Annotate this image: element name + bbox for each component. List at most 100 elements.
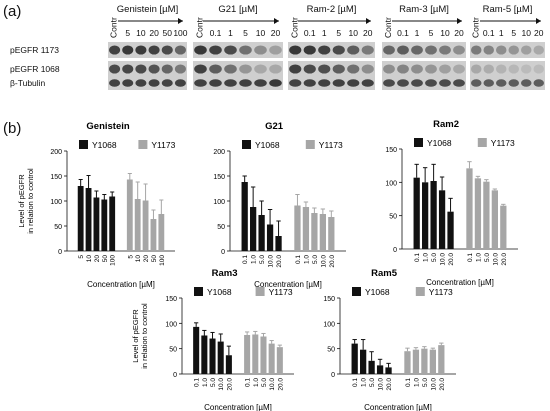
- blot-band: [533, 45, 544, 55]
- blot-band: [109, 45, 121, 55]
- blot-lane-label: Contr: [195, 17, 205, 38]
- x-tick-label: 20.0: [501, 253, 508, 266]
- x-tick-label: 100: [110, 255, 117, 266]
- blot-band: [533, 79, 544, 87]
- y-tick-label: 150: [385, 147, 397, 154]
- bar: [404, 351, 411, 374]
- blot-lane-label: 5: [336, 28, 341, 38]
- bar: [260, 336, 267, 374]
- blot-band: [397, 79, 409, 87]
- blot-band: [411, 64, 423, 74]
- bar: [421, 348, 428, 374]
- x-tick-label: 10.0: [430, 378, 437, 391]
- bar: [438, 190, 446, 249]
- blot-band: [347, 79, 360, 87]
- blot-band: [439, 64, 451, 74]
- panel-a-label: (a): [3, 3, 22, 20]
- x-tick-label: 20.0: [329, 255, 336, 268]
- blot-band: [439, 79, 451, 87]
- blot-lane-label: 10: [440, 28, 450, 38]
- blot-band: [496, 45, 507, 55]
- y-tick-label: 0: [221, 249, 225, 256]
- bar: [268, 343, 275, 374]
- bar: [209, 338, 216, 374]
- legend-label: Y1068: [92, 140, 117, 150]
- y-tick-label: 150: [165, 296, 177, 303]
- x-tick-label: 5: [78, 255, 85, 259]
- x-tick-label: 10.0: [378, 378, 385, 391]
- x-tick-label: 10.0: [269, 378, 276, 391]
- x-axis-label: Concentration [µM]: [254, 280, 322, 289]
- blot-band: [483, 45, 494, 55]
- chart-title: Ram5: [371, 268, 398, 279]
- bar: [142, 200, 149, 251]
- bar: [483, 181, 490, 249]
- x-tick-label: 1.0: [253, 378, 260, 387]
- legend-label: Y1068: [207, 287, 232, 297]
- blot-band: [148, 64, 160, 74]
- x-tick-label: 50: [151, 255, 158, 263]
- bar: [193, 326, 200, 374]
- x-tick-label: 1.0: [202, 378, 209, 387]
- blot-band: [425, 45, 437, 55]
- blot-band: [194, 45, 207, 55]
- legend-swatch: [414, 138, 423, 147]
- y-tick-label: 50: [54, 224, 62, 231]
- legend-swatch: [477, 138, 487, 147]
- blot-band: [254, 64, 267, 74]
- blot-band: [508, 45, 519, 55]
- bar: [93, 197, 100, 251]
- x-tick-label: 10.0: [440, 253, 447, 266]
- y-tick-label: 150: [50, 174, 62, 181]
- y-tick-label: 50: [327, 347, 335, 354]
- bar: [85, 188, 92, 251]
- bar: [101, 199, 108, 251]
- x-tick-label: 50: [102, 255, 109, 263]
- blot-band: [332, 45, 345, 55]
- x-tick-label: 20.0: [277, 378, 284, 391]
- legend-label: Y1173: [429, 287, 453, 297]
- legend-label: Y1068: [365, 287, 390, 297]
- blot-band: [361, 64, 374, 74]
- x-tick-label: 0.1: [295, 255, 302, 264]
- bar: [241, 182, 248, 251]
- y-tick-label: 0: [331, 372, 335, 379]
- blot-band: [161, 79, 173, 87]
- x-tick-label: 1.0: [475, 253, 482, 262]
- blot-band: [425, 64, 437, 74]
- blot-band: [496, 64, 507, 74]
- x-tick-label: 20.0: [448, 253, 455, 266]
- y-tick-label: 100: [213, 199, 225, 206]
- blot-group-title: Genistein [µM]: [117, 4, 178, 15]
- bar: [250, 207, 257, 251]
- arrow-head: [274, 18, 279, 24]
- legend-swatch: [194, 287, 203, 296]
- blot-lane-label: 100: [173, 28, 187, 38]
- bar: [275, 236, 282, 251]
- bar: [225, 355, 232, 374]
- blot-lane-label: 1: [322, 28, 327, 38]
- blot-strip: [382, 61, 466, 77]
- blot-lane-label: Contr: [383, 17, 393, 38]
- bar: [474, 178, 482, 249]
- blot-band: [303, 79, 316, 87]
- blot-band: [109, 79, 121, 87]
- blot-band: [209, 64, 222, 74]
- bar: [368, 360, 375, 374]
- bar: [466, 168, 473, 249]
- bar: [422, 182, 429, 249]
- y-tick-label: 0: [58, 249, 62, 256]
- y-axis-label: Level of pEGFR: [17, 174, 26, 228]
- blot-band: [135, 45, 147, 55]
- blot-band: [318, 79, 331, 87]
- blot-band: [209, 45, 222, 55]
- blot-lane-label: 50: [163, 28, 173, 38]
- arrow-head: [366, 18, 371, 24]
- blot-band: [224, 64, 237, 74]
- bar: [302, 207, 310, 251]
- legend-label: Y1173: [151, 140, 175, 150]
- blot-band: [332, 64, 345, 74]
- blot-band: [453, 45, 465, 55]
